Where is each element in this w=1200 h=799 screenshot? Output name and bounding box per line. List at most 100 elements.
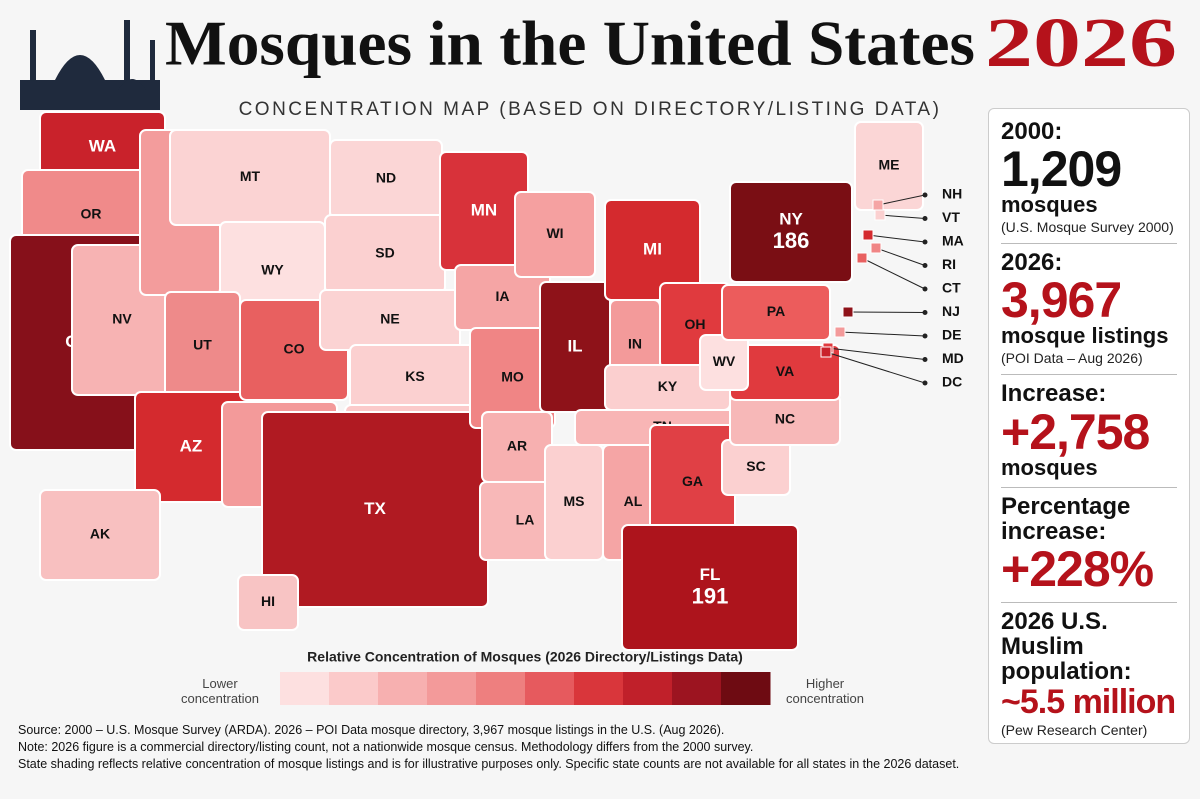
state-label: VA <box>776 363 794 379</box>
stat-unit: mosque listings <box>1001 323 1169 349</box>
state <box>854 121 924 211</box>
state-label: NY <box>779 209 803 228</box>
state-label: FL <box>700 565 721 584</box>
leader-line <box>867 234 926 243</box>
leader-dot <box>922 239 928 245</box>
state-label: AK <box>90 526 110 542</box>
stat: Percentage increase: +228% <box>1001 488 1177 603</box>
state <box>721 284 831 341</box>
state-label: SC <box>746 458 765 474</box>
leader-dot <box>922 192 928 198</box>
leader-dot <box>922 380 928 386</box>
callout-label: MD <box>942 350 964 366</box>
legend-low: Lower concentration <box>180 676 260 706</box>
stat-label: Percentage increase: <box>1001 492 1131 545</box>
legend-swatch <box>672 672 722 705</box>
stat-label: 2026: <box>1001 249 1063 277</box>
small-state <box>842 306 854 318</box>
leader-line <box>875 247 926 266</box>
state-label: NV <box>112 311 132 327</box>
stat-source: (POI Data – Aug 2026) <box>1001 350 1143 367</box>
title-year: 2026 <box>985 5 1177 82</box>
state <box>621 524 799 651</box>
callout-label: CT <box>942 280 961 296</box>
stat-source: (U.S. Mosque Survey 2000) <box>1001 219 1174 236</box>
state-count: 191 <box>692 583 729 608</box>
state-label: ND <box>376 170 396 186</box>
state-label: WA <box>89 136 116 155</box>
footer-line: Note: 2026 figure is a commercial direct… <box>18 740 754 754</box>
title: Mosques in the United States <box>165 8 975 79</box>
callouts: NH VT MA RI CT NJ DE MD DC <box>820 186 964 390</box>
stat-label: Increase: <box>1001 380 1107 408</box>
small-state <box>834 326 846 338</box>
mosque-silhouette <box>20 20 160 110</box>
state <box>237 574 299 631</box>
small-state <box>874 209 886 221</box>
state-count: 186 <box>773 228 810 253</box>
small-state <box>820 346 832 358</box>
state-label: TX <box>364 499 386 518</box>
footer-line: Source: 2000 – U.S. Mosque Survey (ARDA)… <box>18 723 725 737</box>
stat-label: 2000: <box>1001 118 1063 145</box>
stat: Increase: +2,758 mosques <box>1001 375 1177 488</box>
state-label: KS <box>405 368 424 384</box>
legend-high: Higher concentration <box>785 676 865 706</box>
footer: Source: 2000 – U.S. Mosque Survey (ARDA)… <box>18 722 959 773</box>
leader-line <box>839 331 926 337</box>
callout-label: RI <box>942 256 956 272</box>
callout-label: DE <box>942 327 961 343</box>
state-label: CO <box>284 341 305 357</box>
state-label: ME <box>879 157 900 173</box>
state-label: PA <box>767 303 785 319</box>
leader-line <box>847 311 926 313</box>
state-label: IL <box>567 336 582 355</box>
legend-swatch <box>721 672 771 705</box>
state <box>514 191 596 278</box>
state-label: LA <box>516 512 535 528</box>
callout-label: MA <box>942 233 964 249</box>
state <box>729 181 853 283</box>
stat-value: +2,758 <box>1001 403 1150 460</box>
legend-swatch <box>525 672 575 705</box>
legend-swatch <box>623 672 673 705</box>
leader-line <box>879 214 926 219</box>
state-label: OR <box>81 206 102 222</box>
stat: 2026: 3,967 mosque listings (POI Data – Aug… <box>1001 244 1177 376</box>
leader-line <box>827 347 926 360</box>
state-label: AR <box>507 438 527 454</box>
state-label: NE <box>380 311 399 327</box>
legend-swatch <box>476 672 526 705</box>
state-label: AZ <box>180 436 203 455</box>
small-state <box>872 199 884 211</box>
small-state <box>856 252 868 264</box>
state-label: SD <box>375 245 394 261</box>
small-state <box>862 229 874 241</box>
stat-value: 1,209 <box>1001 141 1122 198</box>
legend-title: Relative Concentration of Mosques (2026 … <box>307 649 743 665</box>
stat-value: 3,967 <box>1001 272 1122 329</box>
state-label: WY <box>261 262 284 278</box>
stat-unit: mosques <box>1001 454 1098 480</box>
stats-panel: 2000: 1,209 mosques (U.S. Mosque Survey 200… <box>988 108 1190 744</box>
state-label: OH <box>685 316 706 332</box>
state-label: WI <box>546 225 563 241</box>
leader-line <box>877 194 926 206</box>
state-label: IN <box>628 336 642 352</box>
leader-line <box>861 257 926 290</box>
legend-scale <box>280 672 771 705</box>
callout-label: NJ <box>942 303 960 319</box>
stat-value: +228% <box>1001 540 1154 597</box>
state-label: KY <box>658 378 678 394</box>
small-state <box>870 242 882 254</box>
state-label: GA <box>682 473 703 489</box>
leader-line <box>825 351 926 384</box>
stat: 2026 U.S. Muslim population: ~5.5 million… <box>1001 603 1177 746</box>
state-label: NC <box>775 411 795 427</box>
states: WAORCANVIDMTWYUTAZCONMNDSDNEKSOKTXMNIAMO… <box>9 111 924 651</box>
state <box>39 489 161 581</box>
legend-swatch <box>574 672 624 705</box>
leader-dot <box>922 286 928 292</box>
